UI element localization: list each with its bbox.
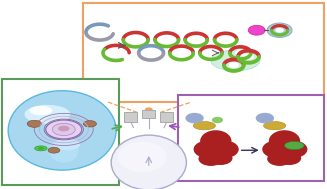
FancyBboxPatch shape: [142, 110, 155, 118]
Ellipse shape: [35, 146, 47, 151]
Ellipse shape: [278, 151, 301, 165]
Ellipse shape: [198, 152, 223, 166]
Circle shape: [229, 62, 239, 68]
Circle shape: [212, 117, 223, 123]
Ellipse shape: [111, 135, 186, 189]
FancyBboxPatch shape: [160, 112, 173, 122]
Circle shape: [235, 50, 246, 56]
Ellipse shape: [25, 105, 70, 124]
Circle shape: [243, 53, 254, 60]
Circle shape: [275, 28, 284, 33]
FancyBboxPatch shape: [83, 3, 324, 102]
Ellipse shape: [38, 147, 44, 150]
Circle shape: [161, 36, 173, 43]
Circle shape: [256, 113, 274, 123]
Ellipse shape: [284, 141, 304, 150]
Circle shape: [145, 107, 153, 112]
Ellipse shape: [46, 120, 82, 139]
Ellipse shape: [48, 147, 60, 153]
Ellipse shape: [193, 122, 215, 130]
Ellipse shape: [52, 123, 75, 136]
Ellipse shape: [211, 50, 260, 71]
Ellipse shape: [214, 141, 239, 158]
Ellipse shape: [264, 122, 286, 130]
Circle shape: [190, 36, 202, 43]
Ellipse shape: [267, 152, 292, 166]
Circle shape: [145, 49, 158, 57]
Ellipse shape: [209, 151, 232, 165]
Circle shape: [220, 36, 232, 43]
Circle shape: [267, 23, 292, 37]
FancyBboxPatch shape: [178, 94, 324, 181]
Circle shape: [185, 113, 204, 123]
Ellipse shape: [262, 141, 287, 158]
Ellipse shape: [27, 120, 42, 127]
Ellipse shape: [8, 91, 116, 170]
Ellipse shape: [118, 142, 167, 172]
Ellipse shape: [269, 130, 300, 152]
Circle shape: [248, 25, 265, 35]
FancyBboxPatch shape: [2, 79, 119, 185]
Ellipse shape: [83, 121, 96, 127]
Ellipse shape: [49, 138, 78, 163]
Ellipse shape: [29, 106, 52, 115]
Ellipse shape: [200, 130, 232, 152]
FancyBboxPatch shape: [124, 112, 137, 122]
Ellipse shape: [58, 126, 70, 131]
Circle shape: [175, 49, 188, 57]
Ellipse shape: [283, 141, 307, 158]
Circle shape: [205, 50, 217, 56]
Circle shape: [129, 36, 142, 43]
Ellipse shape: [54, 139, 80, 150]
Ellipse shape: [194, 141, 218, 158]
